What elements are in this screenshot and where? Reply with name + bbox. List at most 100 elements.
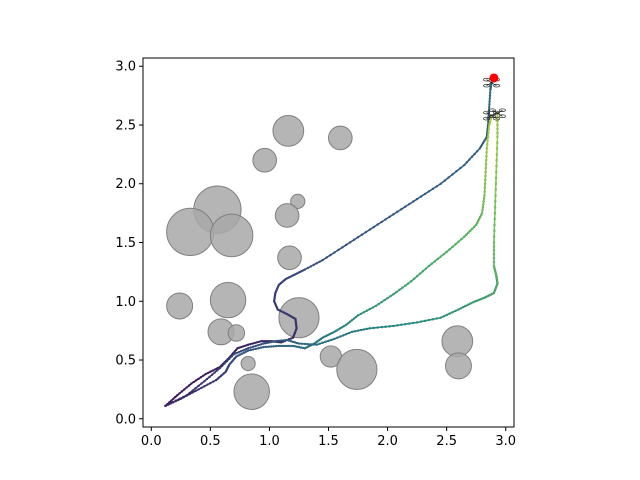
path-point	[244, 347, 248, 351]
path-point	[347, 331, 351, 335]
path-point	[443, 179, 446, 182]
path-point	[325, 256, 328, 259]
path-point	[475, 221, 479, 225]
rotor	[483, 77, 490, 82]
path-point	[205, 377, 209, 381]
path-point	[407, 282, 410, 285]
path-point	[386, 296, 389, 300]
path-point	[473, 300, 476, 303]
path-point	[368, 228, 372, 231]
path-point	[411, 200, 415, 203]
path-point	[482, 203, 485, 206]
path-point	[479, 145, 483, 148]
path-point	[272, 345, 276, 348]
path-point	[306, 266, 310, 270]
path-point	[482, 141, 485, 144]
path-point	[471, 301, 474, 304]
path-point	[246, 343, 250, 346]
y-axis: 0.0 0.5 1.0 1.5 2.0 2.5 3.0	[115, 60, 143, 427]
path-point	[388, 215, 391, 219]
path-point	[339, 327, 342, 330]
path-point	[164, 404, 167, 408]
obstacle-circle	[278, 297, 320, 339]
path-point	[372, 225, 376, 229]
path-point	[309, 265, 313, 268]
path-point	[471, 227, 474, 231]
path-point	[395, 290, 398, 294]
path-point	[431, 318, 435, 321]
path-point	[237, 354, 240, 357]
rotor	[483, 110, 490, 115]
path-point	[235, 351, 238, 355]
path-point	[451, 310, 454, 314]
path-point	[496, 123, 499, 127]
path-point	[213, 371, 216, 374]
path-point	[392, 213, 395, 216]
path-point	[478, 215, 482, 219]
path-point	[407, 322, 411, 325]
path-point	[495, 147, 499, 150]
y-tick-label: 1.5	[115, 236, 136, 251]
path-point	[183, 388, 186, 391]
drone-arm	[486, 112, 497, 119]
path-point	[492, 260, 496, 264]
path-point	[496, 135, 499, 138]
path-point	[463, 235, 466, 238]
path-point	[423, 192, 427, 196]
path-point	[289, 344, 292, 348]
path-point	[197, 384, 200, 388]
path-point	[445, 313, 448, 317]
y-tick-label: 2.0	[115, 177, 136, 192]
path-point	[384, 218, 387, 221]
path-point	[178, 392, 181, 395]
path-point	[488, 94, 492, 97]
path-point	[495, 170, 498, 174]
path-point	[472, 225, 476, 229]
path-point	[485, 155, 488, 158]
path-point	[411, 321, 415, 325]
y-tick-label: 0.0	[115, 412, 136, 427]
path-point	[496, 141, 499, 144]
path-point	[423, 319, 427, 323]
path-point	[284, 344, 288, 348]
path-point	[389, 294, 392, 298]
path-point	[493, 211, 497, 215]
path-point	[330, 338, 333, 342]
path-point	[176, 394, 179, 397]
path-point	[318, 342, 321, 346]
path-point	[404, 284, 407, 287]
obstacle-circle	[252, 147, 278, 173]
path-point	[272, 340, 275, 343]
path-point	[495, 158, 498, 162]
path-point	[178, 397, 181, 401]
path-point	[200, 386, 203, 390]
path-point	[228, 357, 231, 361]
x-tick-label: 3.0	[495, 434, 516, 449]
path-point	[484, 166, 488, 170]
path-point	[331, 331, 334, 335]
path-point	[211, 369, 214, 372]
path-point	[401, 286, 404, 289]
rotor	[493, 116, 500, 121]
path-point	[484, 162, 488, 166]
path-point	[404, 322, 407, 326]
path-point	[475, 299, 478, 303]
path-point	[419, 195, 423, 198]
path-point	[208, 375, 211, 379]
path-point	[451, 245, 454, 249]
path-point	[451, 173, 454, 176]
path-point	[427, 264, 431, 268]
path-point	[474, 223, 478, 227]
path-point	[249, 348, 252, 352]
x-tick-label: 1.0	[259, 434, 280, 449]
path-point	[215, 378, 218, 382]
path-point	[197, 377, 200, 381]
path-point	[203, 379, 206, 383]
path-point	[321, 336, 324, 339]
path-point	[368, 307, 372, 311]
path-point	[460, 237, 463, 241]
path-point	[246, 349, 250, 352]
path-point	[194, 379, 198, 382]
path-point	[210, 373, 214, 376]
path-point	[383, 298, 386, 302]
